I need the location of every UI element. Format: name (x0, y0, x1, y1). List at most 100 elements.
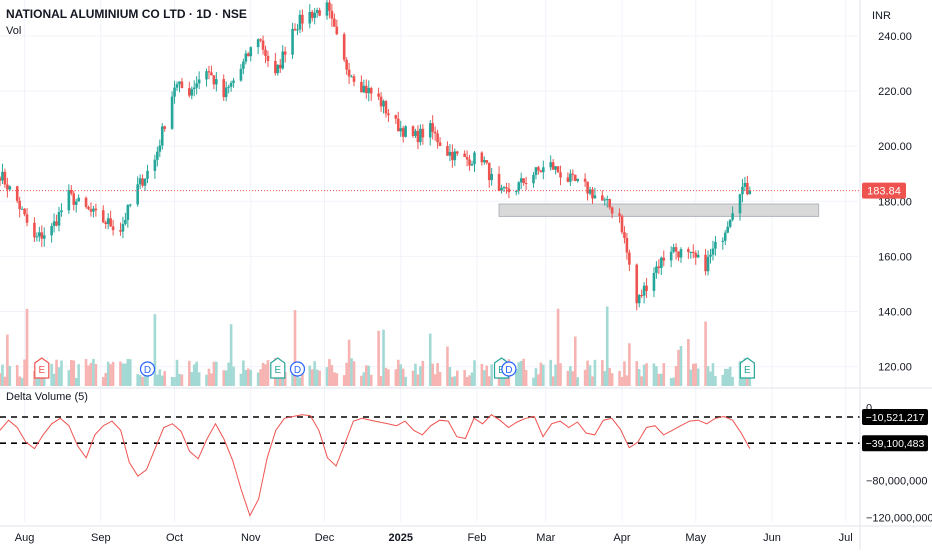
volume-bar (465, 376, 469, 386)
volume-bar (50, 363, 53, 386)
volume-bar (635, 361, 639, 386)
volume-bar (453, 376, 457, 386)
volume-bar (480, 363, 484, 386)
last-price-tag (862, 182, 906, 199)
candle-body (298, 14, 302, 30)
volume-bar (394, 369, 398, 386)
candle-body (438, 142, 442, 147)
candle-body (689, 251, 693, 253)
volume-bar (106, 361, 110, 386)
candle-body (367, 88, 371, 94)
volume-bar (542, 364, 545, 386)
candle-body (446, 146, 449, 156)
candle-body (330, 10, 334, 19)
candle-body (517, 182, 521, 191)
volume-bar (583, 369, 587, 386)
candle-body (333, 18, 336, 27)
candle-body (473, 152, 476, 165)
candle-body (55, 221, 58, 226)
candle-body (207, 71, 211, 73)
candle-body (738, 194, 742, 214)
volume-bar (52, 373, 56, 386)
candle-body (8, 186, 12, 190)
volume-bar (662, 363, 666, 386)
volume-bar (222, 370, 226, 386)
candle-body (396, 118, 400, 132)
volume-bar (92, 358, 95, 386)
volume-bar (249, 369, 253, 386)
volume-bar (455, 370, 459, 386)
candle-body (74, 201, 78, 205)
volume-bar (608, 367, 611, 386)
candle-body (84, 197, 88, 207)
volume-bar (23, 359, 26, 386)
candle-body (264, 49, 267, 56)
candle-body (485, 160, 489, 163)
volume-bar (559, 363, 562, 386)
volume-bar (192, 364, 196, 386)
candle-body (0, 177, 2, 181)
candle-body (428, 123, 432, 138)
volume-bar (18, 376, 21, 386)
candle-body (662, 257, 666, 261)
delta-volume-pane (0, 414, 860, 517)
candle-body (618, 213, 621, 216)
volume-bar (554, 364, 557, 386)
candle-body (706, 256, 710, 272)
volume-bar (711, 363, 715, 386)
volume-bar (522, 358, 525, 386)
volume-bar (689, 369, 693, 386)
candle-body (642, 285, 646, 296)
candle-body (657, 266, 661, 268)
volume-bar (60, 360, 63, 386)
dividend-marker (289, 361, 306, 377)
candle-body (67, 189, 71, 211)
candle-body (588, 189, 592, 194)
candle-body (731, 213, 734, 220)
y-tick-label: 240.00 (878, 31, 912, 43)
candle-body (276, 64, 280, 74)
candle-body (224, 87, 228, 98)
volume-bar (264, 364, 267, 386)
candle-body (109, 218, 112, 227)
candle-body (362, 85, 366, 93)
volume-bar (414, 363, 417, 386)
volume-bar (404, 376, 407, 386)
candle-body (404, 126, 407, 137)
currency-label[interactable]: INR (872, 10, 891, 22)
candle-body (360, 81, 363, 93)
volume-bar (178, 373, 181, 386)
candle-body (249, 47, 253, 57)
candle-body (463, 153, 466, 157)
volume-bar (224, 370, 228, 386)
candle-body (468, 159, 471, 166)
volume-bar (256, 372, 260, 386)
candle-body (205, 71, 208, 80)
candle-body (605, 199, 609, 201)
candle-body (748, 190, 752, 195)
volume-bar (158, 369, 162, 386)
volume-bar (156, 374, 159, 386)
candle-body (42, 235, 46, 239)
candle-body (566, 177, 570, 182)
volume-bar (160, 375, 164, 386)
event-label: D (144, 365, 151, 376)
volume-bar (387, 369, 390, 386)
volume-bar (163, 371, 167, 386)
volume-bar (483, 370, 486, 386)
x-tick-label: Sep (91, 532, 111, 544)
candle-body (551, 162, 555, 170)
volume-bar (333, 372, 336, 386)
candle-body (138, 178, 142, 185)
candle-body (190, 89, 194, 96)
candle-body (20, 208, 24, 210)
volume-bar (704, 321, 707, 386)
candle-body (569, 173, 572, 182)
volume-bar (347, 339, 351, 386)
candle-body (195, 83, 198, 88)
candle-body (436, 133, 439, 143)
volume-bar (549, 359, 552, 386)
volume-bar (586, 360, 589, 386)
candle-body (23, 208, 26, 215)
